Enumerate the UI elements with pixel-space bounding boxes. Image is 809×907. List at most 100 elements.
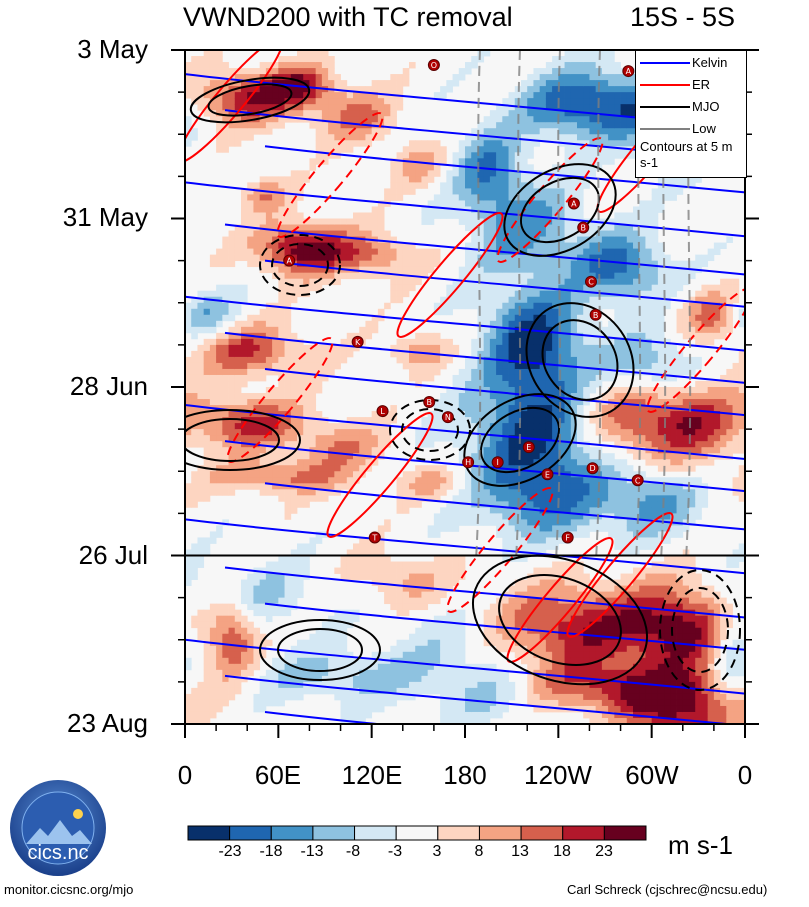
- heat-cell: [284, 441, 292, 448]
- heat-cell: [334, 98, 341, 105]
- heat-cell: [440, 615, 447, 623]
- heat-cell: [272, 483, 279, 490]
- heat-cell: [265, 405, 273, 412]
- heat-cell: [521, 128, 528, 135]
- heat-cell: [514, 621, 522, 629]
- heat-cell: [365, 435, 373, 442]
- heat-cell: [552, 206, 559, 213]
- heat-cell: [433, 645, 441, 653]
- heat-cell: [502, 170, 509, 177]
- heat-cell: [583, 609, 590, 617]
- heat-cell: [552, 447, 559, 454]
- heat-cell: [278, 555, 285, 562]
- heat-cell: [346, 338, 354, 346]
- heat-cell: [477, 675, 485, 683]
- heat-cell: [278, 278, 285, 286]
- heat-cell: [278, 495, 285, 502]
- heat-cell: [191, 332, 198, 340]
- heat-cell: [402, 278, 410, 286]
- heat-cell: [577, 399, 584, 406]
- heat-cell: [284, 224, 292, 231]
- heat-cell: [409, 651, 416, 659]
- heat-cell: [558, 507, 565, 514]
- heat-cell: [508, 519, 516, 526]
- heat-cell: [377, 218, 385, 225]
- heat-cell: [558, 501, 565, 508]
- heat-cell: [601, 266, 609, 274]
- heat-cell: [396, 585, 404, 593]
- heat-cell: [589, 525, 597, 532]
- heat-cell: [309, 266, 317, 274]
- heat-cell: [278, 429, 285, 436]
- heat-cell: [458, 266, 466, 274]
- heat-cell: [608, 104, 615, 111]
- heat-cell: [577, 627, 584, 635]
- heat-cell: [278, 338, 285, 346]
- heat-cell: [589, 633, 597, 641]
- heat-cell: [521, 356, 528, 364]
- heat-cell: [589, 260, 597, 268]
- heat-cell: [489, 218, 497, 225]
- heat-cell: [471, 374, 478, 382]
- heat-cell: [564, 320, 572, 328]
- heat-cell: [564, 164, 572, 171]
- heat-cell: [601, 110, 609, 117]
- heat-cell: [483, 158, 491, 165]
- heat-cell: [502, 200, 509, 207]
- heat-cell: [265, 182, 273, 189]
- heat-cell: [558, 212, 565, 219]
- heat-cell: [496, 435, 503, 442]
- heat-cell: [396, 248, 404, 256]
- heat-cell: [427, 681, 435, 689]
- heat-cell: [265, 489, 273, 496]
- heat-cell: [359, 116, 366, 123]
- heat-cell: [440, 92, 447, 99]
- heat-cell: [191, 326, 198, 334]
- heat-cell: [390, 597, 397, 605]
- heat-cell: [247, 128, 254, 135]
- heat-cell: [440, 645, 447, 653]
- heat-cell: [552, 639, 559, 647]
- heat-cell: [377, 92, 385, 99]
- heat-cell: [278, 290, 285, 298]
- heat-cell: [278, 242, 285, 249]
- heat-cell: [539, 320, 547, 328]
- heat-cell: [514, 308, 522, 316]
- heat-cell: [228, 308, 236, 316]
- heat-cell: [527, 693, 534, 701]
- heat-cell: [197, 687, 205, 695]
- heat-cell: [365, 441, 373, 448]
- heat-cell: [377, 272, 385, 280]
- heat-cell: [234, 122, 242, 129]
- heat-cell: [297, 350, 304, 358]
- heat-cell: [533, 471, 541, 478]
- heat-cell: [272, 435, 279, 442]
- heat-cell: [234, 104, 242, 111]
- heat-cell: [222, 314, 229, 322]
- heat-cell: [259, 687, 267, 695]
- heat-cell: [185, 122, 192, 129]
- heat-cell: [197, 483, 205, 490]
- heat-cell: [203, 68, 211, 75]
- heat-cell: [234, 224, 242, 231]
- heat-cell: [371, 86, 379, 93]
- heat-cell: [527, 663, 534, 671]
- heat-cell: [402, 290, 410, 298]
- heat-cell: [527, 134, 534, 141]
- heat-cell: [303, 74, 310, 81]
- heat-cell: [303, 399, 310, 406]
- heat-cell: [421, 272, 429, 280]
- heat-cell: [483, 681, 491, 689]
- heat-cell: [433, 206, 441, 213]
- heat-cell: [353, 711, 360, 719]
- heat-cell: [483, 356, 491, 364]
- heat-cell: [502, 411, 509, 418]
- heat-cell: [340, 657, 348, 665]
- heat-cell: [415, 182, 422, 189]
- heat-cell: [228, 110, 236, 117]
- heat-cell: [297, 555, 304, 562]
- heat-cell: [489, 224, 497, 231]
- heat-cell: [489, 675, 497, 683]
- heat-cell: [458, 164, 466, 171]
- heat-cell: [396, 266, 404, 274]
